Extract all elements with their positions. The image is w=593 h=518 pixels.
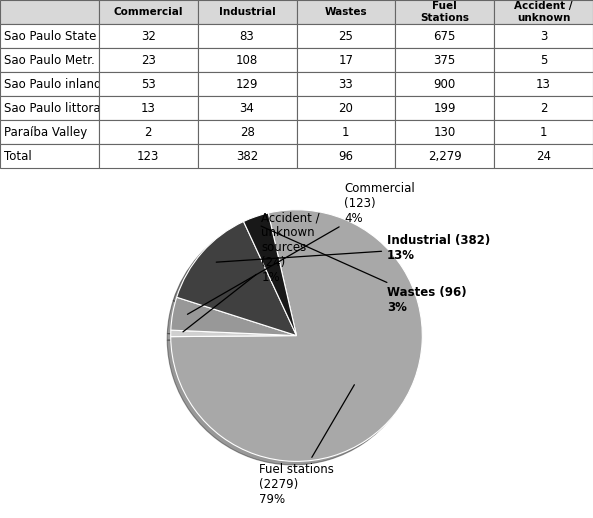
Text: Accident /
unknown
sources
(24)
1%: Accident / unknown sources (24) 1% <box>183 211 320 332</box>
Text: Industrial (382)
13%: Industrial (382) 13% <box>216 234 490 262</box>
Text: Commercial
(123)
4%: Commercial (123) 4% <box>187 182 415 314</box>
Text: Fuel stations
(2279)
79%: Fuel stations (2279) 79% <box>259 385 355 506</box>
Wedge shape <box>171 210 422 462</box>
Text: Wastes (96)
3%: Wastes (96) 3% <box>261 226 467 314</box>
Wedge shape <box>177 222 296 336</box>
Wedge shape <box>244 213 296 336</box>
Wedge shape <box>171 297 296 336</box>
Wedge shape <box>171 330 296 337</box>
